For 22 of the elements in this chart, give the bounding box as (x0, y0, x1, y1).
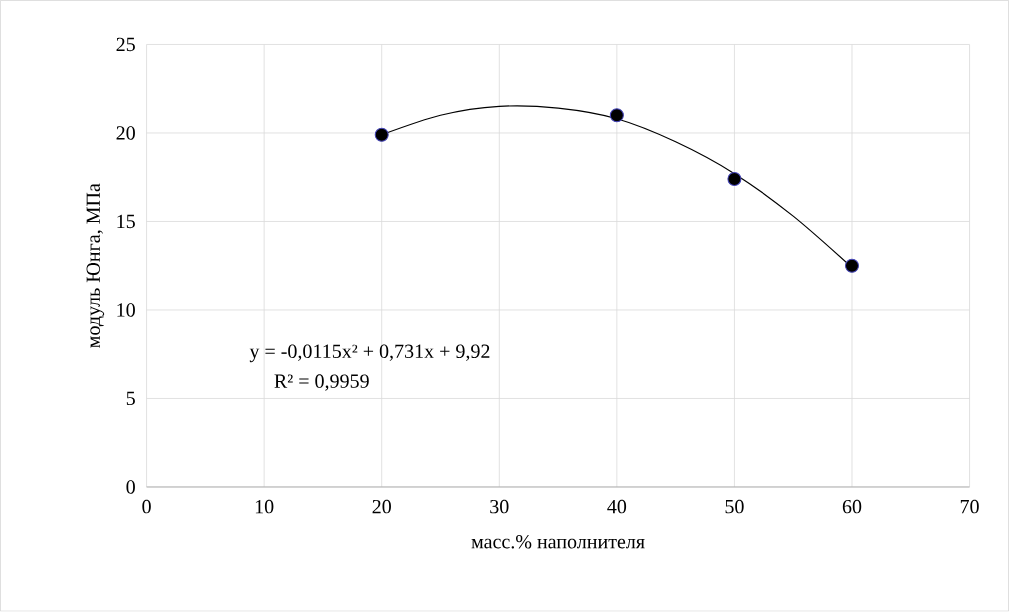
y-tick-label: 0 (126, 480, 135, 494)
y-tick-label: 5 (126, 392, 135, 406)
x-tick-label: 0 (142, 500, 151, 514)
x-tick-label: 60 (842, 500, 862, 514)
y-axis-title: модуль Юнга, МПа (86, 183, 105, 349)
x-axis-title: масс.% наполнителя (471, 535, 645, 549)
x-tick-label: 40 (607, 500, 627, 514)
x-tick-label: 10 (255, 500, 274, 514)
point (727, 172, 742, 187)
x-tick-label: 20 (372, 500, 391, 514)
x-tick-label: 70 (960, 500, 979, 514)
y-tick-label: 20 (116, 126, 135, 140)
point (609, 108, 624, 123)
x-tick-label: 30 (490, 500, 509, 514)
x-tick-label: 50 (725, 500, 744, 514)
y-tick-label: 10 (117, 303, 135, 317)
y-tick-label: 25 (116, 37, 135, 52)
point (844, 258, 859, 273)
point (374, 127, 389, 142)
annotation: R² = 0,9959 (274, 374, 369, 391)
annotation: y = -0,0115x² + 0,731x + 9,92 (249, 344, 490, 363)
y-tick-label: 15 (117, 214, 135, 229)
